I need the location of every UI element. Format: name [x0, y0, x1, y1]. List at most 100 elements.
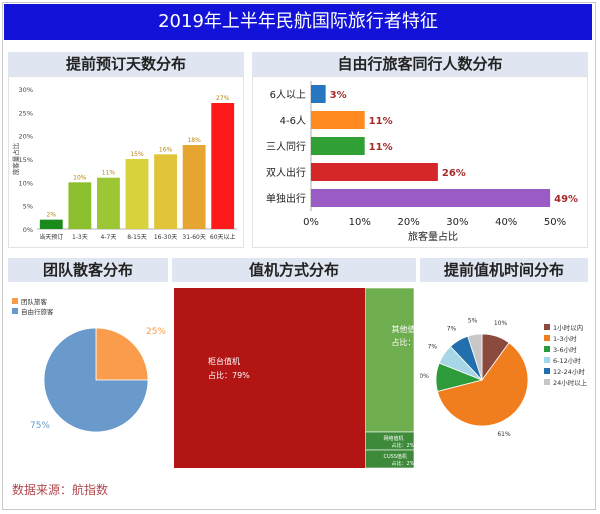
panel-title-group-pie: 团队散客分布 — [8, 258, 168, 282]
bar — [311, 111, 365, 129]
slice-value-label: 5% — [468, 318, 478, 325]
x-tick-label: 10% — [349, 217, 371, 228]
booking-days-chart-box: 0% 5% 10% 15% 20% 25% 30% 旅客量占比 2% 当天预订 10% 1-3天 11%… — [8, 76, 244, 248]
treemap-label: 网络值机 — [384, 435, 404, 442]
y-tick-label: 30% — [19, 86, 33, 94]
bar-value-label: 11% — [369, 142, 393, 153]
bar-value-label: 11% — [369, 116, 393, 127]
bar — [182, 145, 206, 229]
bar-value-label: 2% — [47, 212, 57, 219]
treemap-share: 占比：16% — [392, 337, 416, 347]
x-tick-label: 当天预订 — [39, 233, 63, 241]
slice-value-label: 75% — [30, 421, 50, 431]
bar-value-label: 10% — [73, 174, 87, 181]
y-tick-label: 0% — [23, 226, 33, 234]
legend-swatch — [544, 368, 550, 374]
x-tick-label: 16-30天 — [154, 234, 177, 241]
legend-label: 12-24小时 — [553, 367, 585, 376]
bar — [68, 182, 92, 229]
legend-swatch — [544, 357, 550, 363]
bar — [311, 163, 438, 181]
legend-label: 1-3小时 — [553, 334, 577, 343]
legend-swatch — [12, 308, 18, 314]
x-tick-label: 40% — [495, 217, 517, 228]
x-tick-label: 20% — [397, 217, 419, 228]
bar-value-label: 18% — [187, 137, 201, 144]
x-tick-label: 0% — [303, 217, 319, 228]
bar — [125, 159, 149, 229]
bar — [211, 103, 235, 229]
page-title: 2019年上半年民航国际旅行者特征 — [4, 4, 592, 40]
x-tick-label: 50% — [544, 217, 566, 228]
x-tick-label: 8-15天 — [127, 234, 147, 241]
bar-value-label: 26% — [442, 168, 466, 179]
legend-swatch — [544, 335, 550, 341]
treemap-share: 占比：2% — [392, 442, 415, 449]
bar — [154, 154, 177, 229]
treemap-cell — [365, 287, 415, 433]
y-tick-label: 6人以上 — [270, 89, 306, 101]
legend-label: 24小时以上 — [553, 378, 588, 387]
legend-label: 1小时以内 — [553, 323, 583, 332]
bar — [97, 177, 120, 229]
slice-value-label: 7% — [428, 343, 438, 350]
treemap-cell — [365, 449, 415, 469]
slice-value-label: 7% — [447, 325, 457, 332]
bar-value-label: 15% — [130, 151, 144, 158]
legend-swatch — [544, 379, 550, 385]
bar-value-label: 3% — [330, 90, 347, 101]
pie-slice — [43, 327, 149, 433]
checkin-method-treemap: 柜台值机占比：79%其他值机方式占比：16%网络值机占比：2%CUSS值机占比：… — [174, 287, 416, 469]
y-tick-label: 20% — [19, 133, 33, 141]
y-tick-label: 25% — [19, 109, 33, 117]
treemap-label: 其他值机方式 — [392, 324, 416, 334]
checkin-time-pie-chart: 10% 61% 10% 7% 7% 5% 1小时以内 1-3小时 3-6小时 6-12小时 12-2… — [420, 318, 588, 438]
treemap-label: CUSS值机 — [384, 453, 408, 460]
pie-slice — [95, 327, 149, 381]
x-tick-label: 1-3天 — [72, 234, 88, 241]
x-tick-label: 31-60天 — [182, 234, 205, 241]
panel-title-checkin-method: 值机方式分布 — [172, 258, 416, 282]
x-tick-label: 60天以上 — [210, 233, 236, 241]
y-tick-label: 5% — [23, 203, 33, 211]
bar — [39, 219, 63, 229]
treemap-label: 柜台值机 — [208, 356, 240, 366]
pie-slice — [436, 342, 529, 427]
pie-slice — [467, 333, 483, 381]
booking-days-chart: 0% 5% 10% 15% 20% 25% 30% 旅客量占比 2% 当天预订 10% 1-3天 11%… — [11, 86, 237, 241]
bar-value-label: 49% — [554, 194, 578, 205]
legend-swatch — [12, 298, 18, 304]
bar — [311, 137, 365, 155]
y-tick-label: 单独出行 — [266, 192, 306, 205]
treemap-cell — [174, 288, 366, 468]
bar-value-label: 16% — [159, 146, 173, 153]
bar — [311, 189, 551, 207]
legend-label: 6-12小时 — [553, 356, 581, 365]
x-tick-label: 30% — [446, 217, 468, 228]
legend-label: 团队旅客 — [21, 297, 48, 306]
y-tick-label: 三人同行 — [266, 140, 306, 153]
slice-value-label: 25% — [146, 327, 166, 337]
legend-label: 3-6小时 — [553, 345, 577, 354]
slice-value-label: 10% — [494, 320, 508, 327]
y-tick-label: 双人出行 — [266, 166, 306, 179]
panel-title-checkin-time: 提前值机时间分布 — [420, 258, 588, 282]
legend-swatch — [544, 346, 550, 352]
y-axis-label: 旅客量占比 — [11, 142, 20, 175]
y-tick-label: 15% — [19, 156, 33, 164]
treemap-share: 占比：79% — [208, 370, 250, 380]
companions-chart-box: 3% 6人以上 11% 4-6人 11% 三人同行 26% 双人出行 49% 单独出行 0% 10% 2… — [252, 76, 588, 248]
y-tick-label: 4-6人 — [280, 115, 306, 127]
panel-title-booking-days: 提前预订天数分布 — [8, 52, 244, 76]
data-source: 数据来源：航指数 — [12, 483, 109, 497]
treemap-share: 占比：2% — [392, 460, 415, 467]
legend-label: 自由行旅客 — [21, 307, 54, 316]
x-axis-label: 旅客量占比 — [408, 230, 458, 243]
bar — [311, 85, 326, 103]
panel-title-companions: 自由行旅客同行人数分布 — [252, 52, 588, 76]
bar-value-label: 27% — [216, 95, 230, 102]
companions-chart: 3% 6人以上 11% 4-6人 11% 三人同行 26% 双人出行 49% 单独出行 0% 10% 2… — [266, 81, 578, 243]
bar-value-label: 11% — [102, 170, 116, 177]
slice-value-label: 61% — [497, 431, 511, 438]
